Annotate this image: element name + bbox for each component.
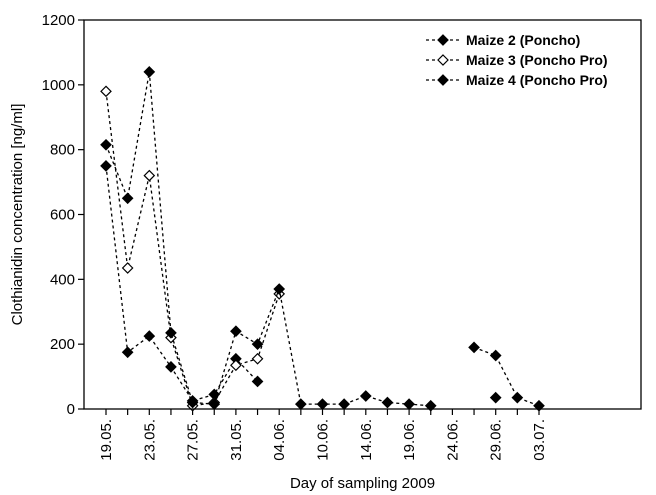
legend-label: Maize 4 (Poncho Pro) [466,72,608,88]
data-point-maize-2-poncho [121,346,134,359]
data-point-maize-4-poncho-pro [403,398,415,410]
data-point-maize-4-poncho-pro [338,398,350,410]
plot-frame [83,19,642,410]
x-tick-label: 10.06. [315,419,332,461]
y-tick-label: 200 [50,336,75,353]
series-maize-3-poncho-pro [100,85,286,412]
series-line-maize-4-poncho-pro [105,71,431,407]
data-point-maize-4-poncho-pro [359,390,372,402]
y-tick-label: 1200 [42,12,75,29]
x-tick-label: 14.06. [358,419,375,461]
legend-label: Maize 2 (Poncho) [466,32,580,48]
data-point-maize-4-poncho-pro [121,192,134,205]
legend-item-maize-2-poncho: Maize 2 (Poncho) [426,32,580,48]
x-tick-label: 03.07. [531,419,548,461]
data-point-maize-4-poncho-pro [186,396,199,409]
y-axis-ticks: 0 200 400 600 800 1000 1200 [42,12,84,418]
x-tick-label: 31.05. [228,419,245,461]
legend-label: Maize 3 (Poncho Pro) [466,52,608,68]
data-point-maize-4-poncho-pro [143,66,156,78]
data-point-maize-3-poncho-pro [100,85,112,98]
data-point-maize-4-poncho-pro [381,396,394,409]
data-point-maize-3-poncho-pro [230,359,242,372]
x-axis-title: Day of sampling 2009 [290,475,435,492]
series-layer [100,66,545,412]
data-point-maize-4-poncho-pro [316,398,329,410]
data-point-maize-2-poncho [100,160,112,172]
y-tick-label: 600 [50,207,75,224]
data-point-maize-2-poncho [143,330,156,342]
data-point-maize-2-poncho [251,375,264,388]
x-tick-label: 19.06. [401,419,418,461]
y-tick-label: 800 [50,142,75,159]
data-point-maize-4-poncho-pro [295,398,307,410]
x-tick-label: 24.06. [444,419,461,461]
data-point-maize-2-poncho [468,341,480,354]
data-point-maize-4-poncho-pro [165,326,177,339]
data-point-maize-2-poncho [489,349,502,362]
data-point-maize-3-poncho-pro [121,262,134,274]
y-tick-label: 0 [67,401,75,418]
data-point-maize-4-poncho-pro [424,399,437,412]
data-point-maize-4-poncho-pro [251,338,264,351]
x-tick-label: 04.06. [271,419,288,461]
legend-item-maize-3-poncho-pro: Maize 3 (Poncho Pro) [426,52,608,68]
y-tick-label: 1000 [42,77,75,94]
x-tick-label: 19.05. [98,419,115,461]
x-tick-label: 27.05. [185,419,202,461]
data-point-maize-2-poncho [511,391,524,404]
data-point-maize-2-poncho [165,361,177,373]
series-maize-2-poncho [100,160,545,412]
data-point-maize-2-poncho [533,399,545,412]
series-maize-4-poncho-pro [100,66,502,412]
x-tick-label: 23.05. [141,419,158,461]
y-tick-label: 400 [50,271,75,288]
data-point-maize-3-poncho-pro [143,169,156,182]
legend-marker [437,54,449,66]
data-point-maize-4-poncho-pro [489,391,502,404]
legend-item-maize-4-poncho-pro: Maize 4 (Poncho Pro) [426,72,608,88]
y-axis-title: Clothianidin concentration [ng/ml] [9,104,26,326]
data-point-maize-4-poncho-pro [273,283,286,295]
data-point-maize-4-poncho-pro [230,325,242,338]
x-axis-ticks: 19.05. 23.05. 27.05. 31.05. 04.06. 10.06. 14.0… [98,409,548,461]
legend-marker [437,34,449,46]
legend-marker [437,74,449,86]
series-line-maize-2-poncho [473,346,540,407]
data-point-maize-4-poncho-pro [100,138,112,151]
data-point-maize-3-poncho-pro [251,352,264,365]
legend: Maize 2 (Poncho) Maize 3 (Poncho Pro) Maiz… [426,32,608,88]
x-tick-label: 29.06. [488,419,505,461]
